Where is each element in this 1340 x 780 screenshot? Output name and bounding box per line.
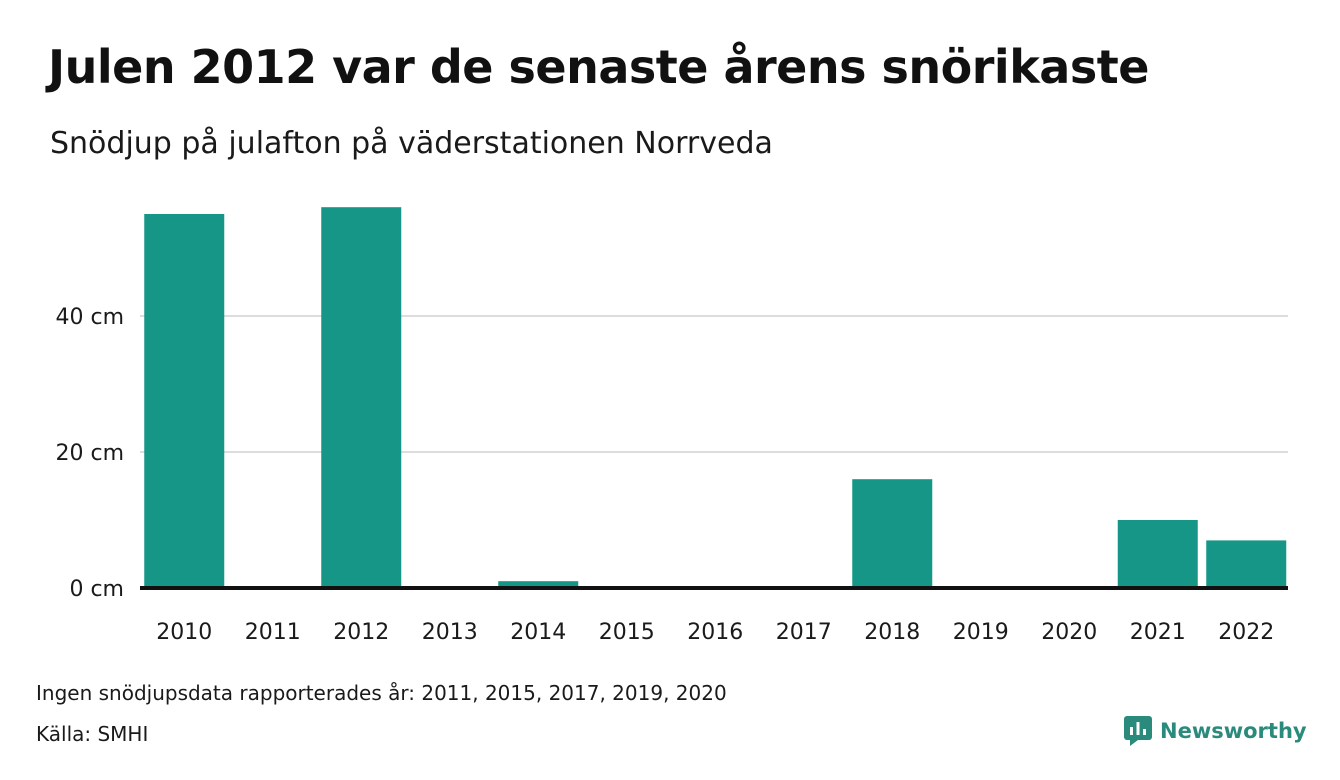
chart-title: Julen 2012 var de senaste årens snörikas… <box>48 40 1149 94</box>
y-axis-tick-labels: 0 cm 20 cm 40 cm <box>55 305 124 602</box>
x-tick-label: 2012 <box>333 620 389 645</box>
newsworthy-logo-icon <box>1124 716 1152 746</box>
brand-name: Newsworthy <box>1160 719 1307 743</box>
bar-2021 <box>1117 520 1198 588</box>
bars <box>144 207 1287 588</box>
chart-subtitle: Snödjup på julafton på väderstationen No… <box>50 126 773 161</box>
x-tick-label: 2011 <box>245 620 301 645</box>
bar-2022 <box>1206 540 1287 588</box>
x-tick-label: 2020 <box>1041 620 1097 645</box>
x-tick-label: 2013 <box>422 620 478 645</box>
y-tick-label: 20 cm <box>55 441 124 466</box>
y-tick-label: 40 cm <box>55 305 124 330</box>
x-tick-label: 2022 <box>1218 620 1274 645</box>
brand-logo: Newsworthy <box>1124 716 1307 746</box>
x-tick-label: 2019 <box>953 620 1009 645</box>
bar-2012 <box>321 207 402 588</box>
bar-2018 <box>852 479 933 588</box>
y-tick-label: 0 cm <box>69 577 124 602</box>
source-note: Källa: SMHI <box>36 722 149 746</box>
x-tick-label: 2021 <box>1130 620 1186 645</box>
x-tick-label: 2016 <box>687 620 743 645</box>
x-tick-label: 2017 <box>776 620 832 645</box>
bar-2014 <box>498 581 579 588</box>
x-axis-tick-labels: 2010 2011 2012 2013 2014 2015 2016 2017 2018 2019… <box>156 620 1274 645</box>
bar-2010 <box>144 214 225 588</box>
missing-data-note: Ingen snödjupsdata rapporterades år: 201… <box>36 681 727 705</box>
x-tick-label: 2014 <box>510 620 566 645</box>
x-tick-label: 2018 <box>864 620 920 645</box>
gridlines <box>140 315 1288 453</box>
x-tick-label: 2015 <box>599 620 655 645</box>
x-tick-label: 2010 <box>156 620 212 645</box>
